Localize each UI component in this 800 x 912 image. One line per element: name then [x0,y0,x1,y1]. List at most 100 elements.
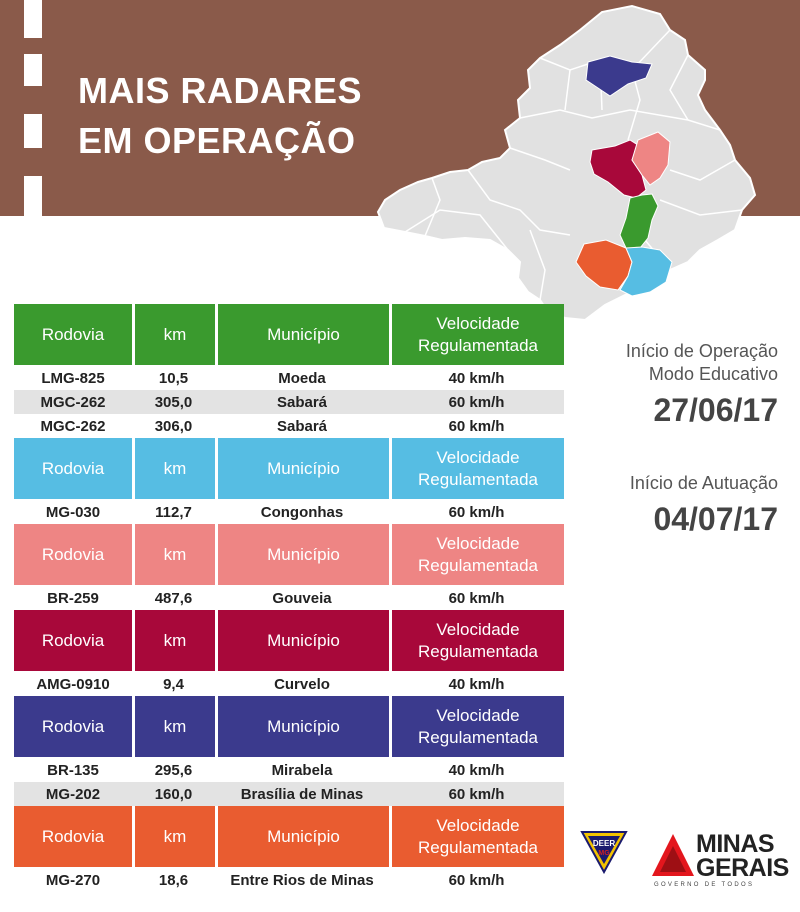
start-label-line1: Início de Operação [625,341,778,361]
cell-road: BR-135 [47,761,99,779]
enforce-label: Início de Autuação [629,473,778,493]
road-dashes [24,0,42,912]
header-city: Município [215,696,389,757]
road-dash [24,0,42,38]
mg-logo-tagline: GOVERNO DE TODOS [654,882,755,888]
region-navy [585,55,653,97]
svg-text:MG: MG [598,850,610,857]
header-speed: Velocidade Regulamentada [389,610,564,671]
start-date: 27/06/17 [653,392,778,428]
header-city: Município [215,304,389,365]
cell-road: BR-259 [47,589,99,607]
header-speed: Velocidade Regulamentada [389,438,564,499]
cell-speed: 40 km/h [448,675,505,693]
header-speed: Velocidade Regulamentada [389,304,564,365]
info-panel: Início de Operação Modo Educativo 27/06/… [558,340,778,539]
radar-tables: Rodovia km Município Velocidade Regulamenta… [14,304,564,892]
header-km: km [132,696,215,757]
cell-city: Sabará [276,393,328,411]
cell-city: Gouveia [272,589,332,607]
cell-city: Entre Rios de Minas [230,871,374,889]
cell-speed: 60 km/h [448,871,505,889]
cell-road: MG-030 [45,503,101,521]
title-line-2: EM OPERAÇÃO [78,120,356,161]
cell-speed: 60 km/h [448,785,505,803]
header-city: Município [215,610,389,671]
cell-city: Congonhas [260,503,344,521]
enforce-date: 04/07/17 [653,501,778,537]
mg-logo-line1: MINAS [696,830,775,858]
header-km: km [132,304,215,365]
header-km: km [132,806,215,867]
cell-km: 306,0 [154,417,193,435]
cell-road: MG-270 [45,871,101,889]
header-road: Rodovia [41,716,105,736]
table-row: MGC-262 306,0 Sabará 60 km/h [14,414,564,438]
cell-speed: 40 km/h [448,761,505,779]
header-road: Rodovia [41,826,105,846]
info-block-enforcement: Início de Autuação 04/07/17 [558,472,778,539]
table-row: MG-270 18,6 Entre Rios de Minas 60 km/h [14,868,564,892]
header-city: Município [215,524,389,585]
header-speed: Velocidade Regulamentada [389,696,564,757]
cell-km: 160,0 [154,785,193,803]
cell-city: Mirabela [271,761,333,779]
header-km: km [132,610,215,671]
header-speed: Velocidade Regulamentada [389,524,564,585]
road-dash [24,114,42,148]
state-outline [376,4,757,322]
region-crimson [589,139,647,199]
table-header: Rodovia km Município Velocidade Regulamenta… [14,696,564,757]
cell-km: 305,0 [154,393,193,411]
table-header: Rodovia km Município Velocidade Regulamenta… [14,610,564,671]
page-title: MAIS RADARES EM OPERAÇÃO [78,66,362,166]
table-row: MGC-262 305,0 Sabará 60 km/h [14,390,564,414]
cell-city: Curvelo [274,675,330,693]
header-city: Município [215,438,389,499]
minas-gerais-map [376,4,757,322]
region-salmon [631,131,671,186]
cell-road: MG-202 [45,785,101,803]
header-city: Município [215,806,389,867]
cell-km: 9,4 [163,675,184,693]
cell-km: 10,5 [158,369,189,387]
mg-logo-line2: GERAIS [696,854,789,882]
cell-city: Moeda [278,369,326,387]
cell-road: MGC-262 [40,393,106,411]
table-row: MG-202 160,0 Brasília de Minas 60 km/h [14,782,564,806]
deer-mg-logo: DEER MG [580,831,628,874]
region-light-blue [619,246,673,297]
table-row: MG-030 112,7 Congonhas 60 km/h [14,500,564,524]
road-dash [24,176,42,216]
region-orange [575,239,633,291]
cell-speed: 40 km/h [448,369,505,387]
cell-speed: 60 km/h [448,503,505,521]
cell-road: LMG-825 [41,369,105,387]
cell-road: AMG-0910 [36,675,110,693]
header-road: Rodovia [41,324,105,344]
header-road: Rodovia [41,630,105,650]
table-row: LMG-825 10,5 Moeda 40 km/h [14,366,564,390]
header-km: km [132,438,215,499]
cell-speed: 60 km/h [448,417,505,435]
table-row: BR-135 295,6 Mirabela 40 km/h [14,758,564,782]
start-label-line2: Modo Educativo [648,364,778,384]
cell-speed: 60 km/h [448,393,505,411]
road-dash [24,54,42,86]
svg-text:DEER: DEER [593,839,615,848]
region-green [619,193,659,249]
header-speed: Velocidade Regulamentada [389,806,564,867]
table-header: Rodovia km Município Velocidade Regulamenta… [14,806,564,867]
cell-city: Brasília de Minas [240,785,364,803]
table-header: Rodovia km Município Velocidade Regulamenta… [14,524,564,585]
cell-speed: 60 km/h [448,589,505,607]
cell-road: MGC-262 [40,417,106,435]
header-road: Rodovia [41,458,105,478]
minas-gerais-logo: MINAS GERAIS GOVERNO DE TODOS [650,830,790,892]
table-header: Rodovia km Município Velocidade Regulamenta… [14,438,564,499]
table-header: Rodovia km Município Velocidade Regulamenta… [14,304,564,365]
header-road: Rodovia [41,544,105,564]
info-block-operation: Início de Operação Modo Educativo 27/06/… [558,340,778,430]
mg-triangle-icon [652,834,694,876]
table-row: AMG-0910 9,4 Curvelo 40 km/h [14,672,564,696]
